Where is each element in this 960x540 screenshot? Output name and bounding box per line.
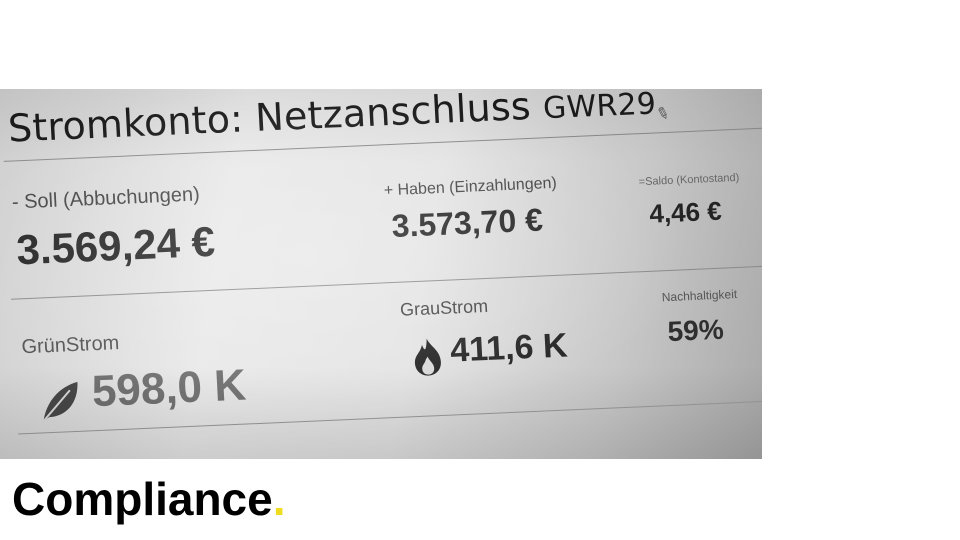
account-screen: Stromkonto: Netzanschluss GWR29✎ - Soll … bbox=[0, 89, 762, 458]
leaf-icon bbox=[40, 381, 78, 425]
dashboard-photo: Stromkonto: Netzanschluss GWR29✎ - Soll … bbox=[0, 89, 762, 459]
gruenstrom-value: 598,0 K bbox=[91, 361, 248, 418]
nachhaltigkeit-value: 59% bbox=[666, 313, 725, 348]
graustrom-label: GrauStrom bbox=[399, 295, 489, 320]
saldo-label: =Saldo (Kontostand) bbox=[638, 171, 740, 189]
graustrom-value: 411,6 K bbox=[449, 326, 569, 370]
soll-value: 3.569,24 € bbox=[15, 217, 217, 274]
nachhaltigkeit-label: Nachhaltigkeit bbox=[661, 287, 738, 305]
caption-text: Compliance bbox=[12, 473, 273, 525]
soll-label: - Soll (Abbuchungen) bbox=[11, 183, 201, 214]
gruenstrom-label: GrünStrom bbox=[20, 332, 120, 359]
haben-label: + Haben (Einzahlungen) bbox=[383, 174, 558, 200]
account-title: Stromkonto: Netzanschluss GWR29✎ bbox=[7, 89, 673, 151]
pencil-icon[interactable]: ✎ bbox=[654, 102, 673, 125]
saldo-value: 4,46 € bbox=[648, 195, 723, 229]
account-id: GWR29 bbox=[542, 89, 657, 127]
slide-caption: Compliance. bbox=[12, 472, 286, 526]
haben-value: 3.573,70 € bbox=[390, 201, 544, 245]
caption-dot: . bbox=[272, 473, 286, 525]
flame-icon bbox=[414, 338, 441, 376]
gruenstrom-number: 598,0 K bbox=[90, 360, 248, 417]
